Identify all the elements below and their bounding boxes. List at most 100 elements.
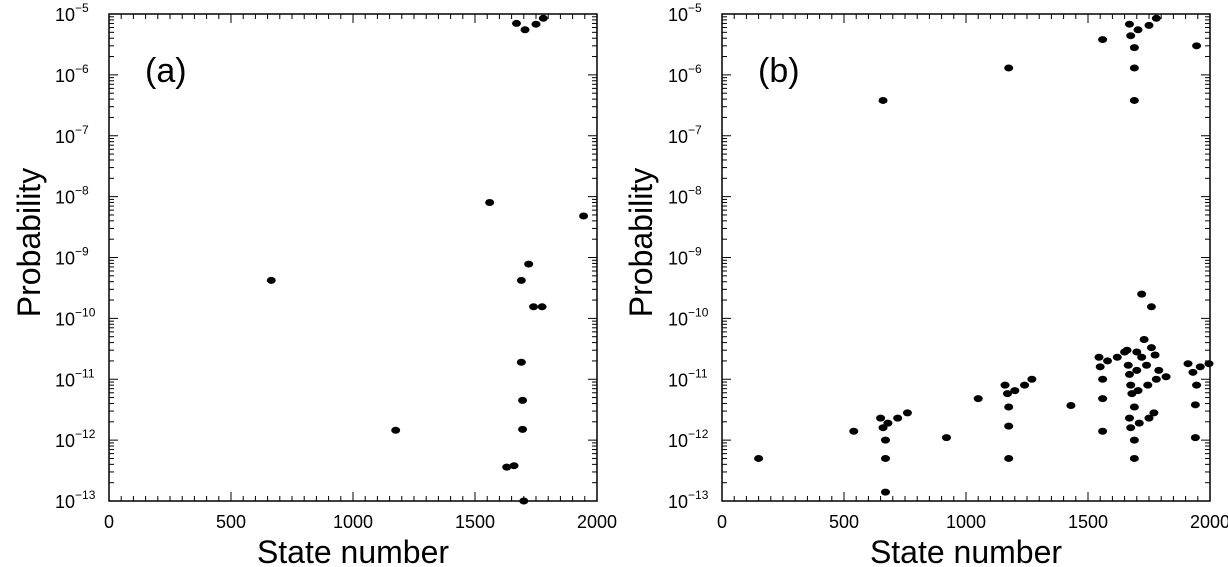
data-point (1129, 403, 1139, 411)
data-point (485, 199, 495, 207)
data-point (1004, 422, 1014, 430)
data-point (266, 276, 276, 284)
y-tick-label: 10−6 (55, 62, 89, 86)
data-point (538, 14, 548, 22)
data-point (849, 427, 859, 435)
data-point (1183, 360, 1193, 368)
x-tick-label: 500 (829, 512, 859, 532)
data-point (1094, 353, 1104, 361)
data-point (1134, 419, 1144, 427)
data-point (1129, 64, 1139, 72)
data-point (1195, 363, 1205, 371)
data-point (1124, 414, 1134, 422)
data-point (1122, 346, 1132, 354)
chart-panel-b: 0 500 1000 1500 2000 10−13 10−12 10−11 10−10 10−9… (623, 1, 1228, 567)
x-tick-label: 500 (216, 512, 246, 532)
data-point (511, 19, 521, 27)
y-tick-label: 10−11 (668, 366, 708, 390)
data-point (1190, 401, 1200, 409)
data-point (1137, 353, 1147, 361)
y-tick-label: 10−10 (55, 305, 96, 329)
data-point (1144, 21, 1154, 29)
data-point (1010, 387, 1020, 395)
data-point (1146, 303, 1156, 311)
data-point (1129, 44, 1139, 52)
data-point (1000, 381, 1010, 389)
panel-label: (b) (758, 52, 800, 90)
data-point (516, 358, 526, 366)
data-point (1004, 403, 1014, 411)
data-point (1004, 454, 1014, 462)
data-point (520, 26, 530, 34)
x-axis-title: State number (257, 534, 449, 567)
x-tick-label: 2000 (1190, 512, 1228, 532)
data-point (1146, 344, 1156, 352)
data-point (1144, 414, 1154, 422)
data-point (1123, 361, 1133, 369)
data-point (518, 425, 528, 433)
data-point (529, 303, 539, 311)
y-tick-label: 10−9 (55, 245, 89, 269)
data-point (1149, 409, 1159, 417)
data-point (880, 454, 890, 462)
y-tick-label: 10−10 (668, 305, 709, 329)
data-point (1190, 434, 1200, 442)
y-tick-label: 10−8 (55, 184, 89, 208)
data-point (1129, 454, 1139, 462)
data-point (1151, 375, 1161, 383)
y-tick-label: 10−12 (668, 427, 709, 451)
data-point (1133, 387, 1143, 395)
data-point (893, 414, 903, 422)
data-point (391, 426, 401, 434)
data-point (509, 462, 519, 470)
data-point (524, 260, 534, 268)
data-point (1027, 375, 1037, 383)
data-point (973, 395, 983, 403)
data-point (1112, 353, 1122, 361)
data-point (880, 436, 890, 444)
data-point (1103, 357, 1113, 365)
data-point (1161, 373, 1171, 381)
data-point (1126, 381, 1136, 389)
data-point (1151, 14, 1161, 22)
y-axis-title: Probability (623, 168, 659, 317)
data-point (1098, 375, 1108, 383)
data-point (1143, 381, 1153, 389)
y-tick-label: 10−12 (55, 427, 96, 451)
data-point (519, 497, 529, 505)
data-point (1137, 290, 1147, 298)
data-point (1098, 427, 1108, 435)
y-tick-label: 10−13 (668, 488, 709, 512)
x-tick-label: 1500 (455, 512, 495, 532)
x-tick-label: 0 (717, 512, 727, 532)
y-tick-label: 10−11 (55, 366, 95, 390)
data-point (531, 20, 541, 28)
data-point (1124, 370, 1134, 378)
data-point (1188, 368, 1198, 376)
data-point (1020, 381, 1030, 389)
data-point (880, 488, 890, 496)
data-point (518, 396, 528, 404)
data-point (902, 409, 912, 417)
data-point (1066, 402, 1076, 410)
x-tick-label: 1000 (946, 512, 986, 532)
panel-label: (a) (145, 52, 187, 90)
y-tick-label: 10−5 (55, 1, 89, 25)
data-point (1139, 335, 1149, 343)
data-point (1126, 424, 1136, 432)
data-point (1129, 96, 1139, 104)
data-point (1154, 366, 1164, 374)
data-point (502, 463, 512, 471)
data-point (1132, 366, 1142, 374)
data-point (1142, 361, 1152, 369)
y-tick-label: 10−7 (668, 123, 702, 147)
data-point (516, 276, 526, 284)
chart-panel-a: 0 500 1000 1500 2000 10−13 10−12 10−11 10−10 10−9… (11, 1, 617, 567)
data-point (579, 212, 589, 220)
data-point (1192, 42, 1202, 50)
data-point (1098, 36, 1108, 44)
data-point (1133, 26, 1143, 34)
y-tick-label: 10−13 (55, 488, 96, 512)
x-tick-label: 1000 (333, 512, 373, 532)
